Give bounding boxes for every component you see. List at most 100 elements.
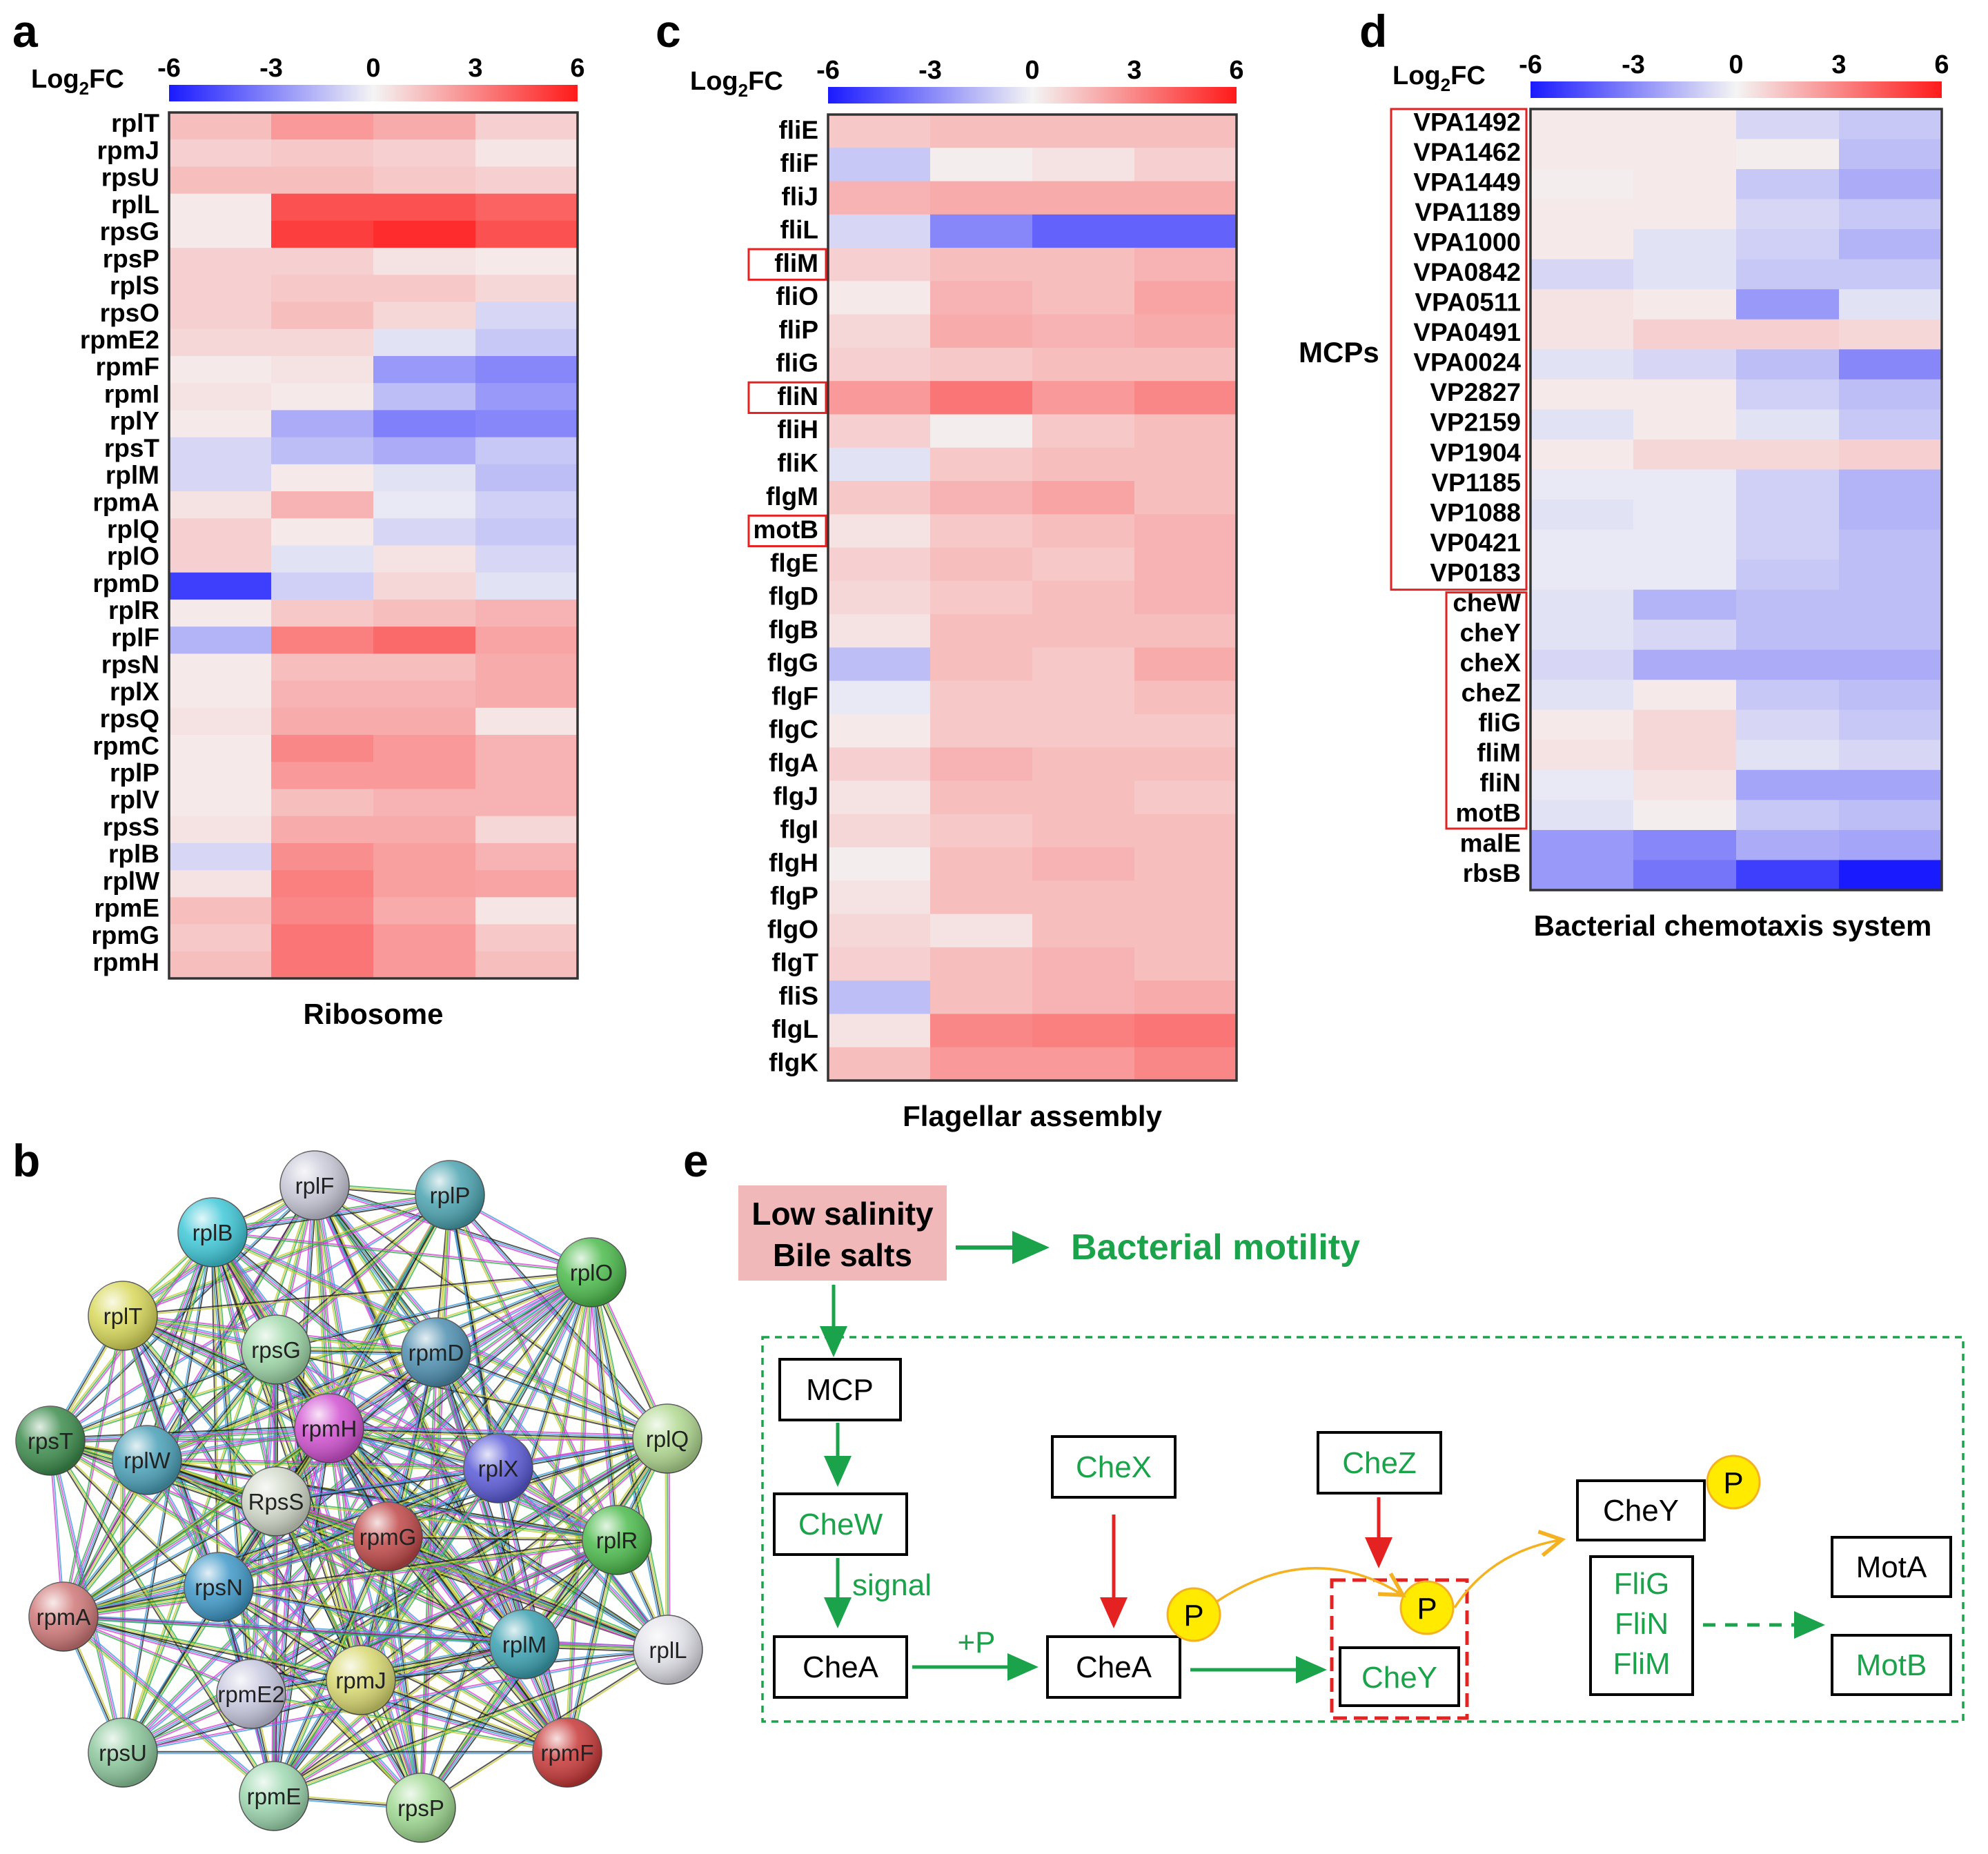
heatmap-cell	[1531, 769, 1634, 800]
heatmap-row-label: fliL	[780, 216, 818, 244]
heatmap-frame	[168, 111, 579, 980]
heatmap-cell	[169, 924, 272, 952]
heatmap-cell	[828, 347, 931, 382]
heatmap-cell	[930, 248, 1033, 282]
heatmap-cell	[1134, 381, 1237, 415]
network-edge	[219, 1584, 525, 1644]
network-edge	[210, 1232, 219, 1588]
network-edge	[273, 1503, 567, 1755]
chey-box	[1339, 1646, 1460, 1707]
heatmap-row-label: rbsB	[1463, 859, 1521, 887]
network-edge	[360, 1538, 617, 1680]
heatmap-cell	[1531, 319, 1634, 350]
heatmap-cell	[930, 148, 1033, 182]
heatmap-row-label: rplW	[103, 867, 159, 895]
heatmap-cell	[828, 547, 931, 582]
network-node-shine	[633, 1615, 702, 1684]
network-edge	[437, 1351, 571, 1753]
network-edge	[588, 1272, 616, 1541]
heatmap-row-label: rplR	[108, 596, 159, 624]
heatmap-cell	[1531, 289, 1634, 320]
network-node-label: rplO	[570, 1260, 613, 1285]
heatmap-cell	[1032, 947, 1135, 981]
network-edge	[62, 1427, 329, 1617]
network-node-shine	[178, 1198, 247, 1267]
heatmap-row-label: rpmE2	[80, 326, 159, 354]
network-edge	[124, 1312, 619, 1539]
heatmap-row-label: rpsS	[103, 813, 159, 841]
heatmap-cell	[1134, 181, 1237, 215]
heatmap-cell	[373, 518, 476, 546]
heatmap-cell	[1736, 589, 1840, 620]
network-edge	[63, 1428, 331, 1618]
heatmap-cell	[828, 447, 931, 482]
heatmap-row-label: flgK	[769, 1048, 818, 1076]
heatmap-cell	[1134, 880, 1237, 915]
heatmap-cell	[271, 193, 374, 221]
heatmap-cell	[828, 713, 931, 748]
heatmap-cell	[271, 437, 374, 465]
heatmap-cell	[475, 248, 578, 275]
network-node-label: rpsP	[397, 1795, 444, 1821]
heatmap-row-label: rplQ	[107, 515, 159, 544]
heatmap-cell	[373, 680, 476, 709]
network-node-shine	[242, 1467, 311, 1536]
network-edge	[122, 1194, 451, 1316]
heatmap-cell	[1531, 529, 1634, 560]
heatmap-cell	[475, 924, 578, 952]
heatmap-cell	[1032, 747, 1135, 782]
heatmap-cell	[930, 813, 1033, 848]
network-edge	[275, 1466, 498, 1501]
network-edge	[121, 1192, 450, 1315]
panel-label-a: a	[12, 6, 39, 57]
network-edge	[449, 1194, 668, 1439]
heatmap-cell	[1134, 847, 1237, 881]
heatmap-cell	[930, 580, 1033, 615]
heatmap-cell	[169, 842, 272, 871]
network-edge	[361, 1540, 618, 1682]
chex-box	[1051, 1435, 1177, 1499]
heatmap-row-label: rpmA	[92, 488, 159, 516]
heatmap-row-label: rpmC	[92, 731, 159, 760]
heatmap-cell	[1032, 914, 1135, 948]
heatmap-cell	[1531, 409, 1634, 440]
heatmap-cell	[828, 580, 931, 615]
heatmap-cell	[1032, 713, 1135, 748]
heatmap-cell	[828, 747, 931, 782]
colorbar-tick: 3	[468, 54, 482, 83]
heatmap-row-label: fliM	[774, 249, 818, 277]
heatmap-cell	[1134, 481, 1237, 515]
heatmap-cell	[169, 464, 272, 492]
heatmap-cell	[1531, 229, 1634, 260]
network-edge	[123, 1537, 389, 1754]
heatmap-cell	[169, 383, 272, 411]
heatmap-cell	[1839, 680, 1942, 711]
network-edge	[63, 1540, 618, 1619]
network-node-label: rplX	[478, 1456, 519, 1481]
heatmap-cell	[828, 914, 931, 948]
heatmap-cell	[169, 491, 272, 519]
heatmap-cell	[271, 491, 374, 519]
heatmap-cell	[1736, 199, 1840, 230]
network-nodes: rplF rplP rplB rplO rplT rpsG rpmD rplQ rpsT rplW…	[15, 1150, 703, 1843]
heatmap-cell	[1839, 829, 1942, 861]
flig-label: FliG	[1614, 1567, 1670, 1601]
motb-label: MotB	[1856, 1648, 1927, 1682]
heatmap-row-label: VPA1189	[1415, 198, 1521, 226]
heatmap-cell	[1633, 680, 1737, 711]
heatmap-row-label: flgB	[769, 615, 818, 644]
heatmap-row-label: VPA1492	[1413, 108, 1521, 136]
heatmap-cell	[1134, 547, 1237, 582]
arrow-chey-phosphorylated	[1453, 1530, 1566, 1608]
motor-switch-box	[1589, 1555, 1694, 1696]
heatmap-cell	[373, 653, 476, 682]
heatmap-cell	[271, 653, 374, 682]
heatmap-cell	[1032, 813, 1135, 848]
heatmap-cell	[1633, 800, 1737, 831]
heatmap-cell	[169, 951, 272, 979]
network-edge	[273, 1428, 330, 1797]
plus-p-label: +P	[957, 1626, 995, 1659]
network-edge	[273, 1649, 669, 1797]
heatmap-cell	[930, 614, 1033, 649]
colorbar-tick: -3	[1622, 50, 1645, 79]
